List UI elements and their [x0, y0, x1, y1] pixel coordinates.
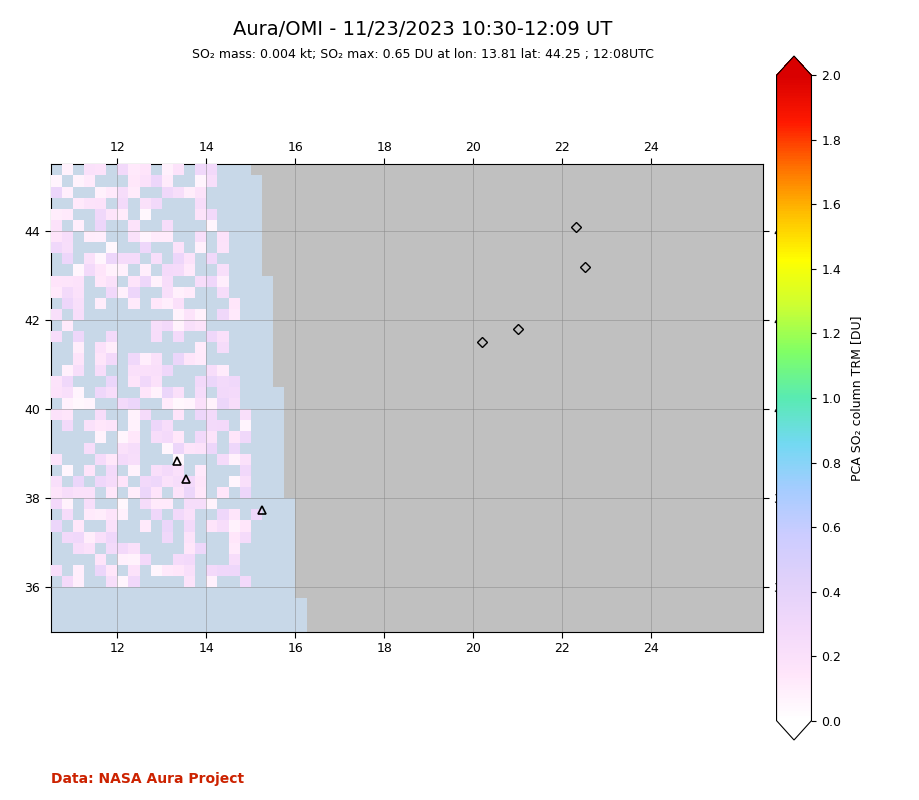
- Text: Data: NASA Aura Project: Data: NASA Aura Project: [51, 771, 244, 786]
- Text: SO₂ mass: 0.004 kt; SO₂ max: 0.65 DU at lon: 13.81 lat: 44.25 ; 12:08UTC: SO₂ mass: 0.004 kt; SO₂ max: 0.65 DU at …: [192, 48, 653, 61]
- PathPatch shape: [777, 56, 811, 75]
- Text: Aura/OMI - 11/23/2023 10:30-12:09 UT: Aura/OMI - 11/23/2023 10:30-12:09 UT: [233, 20, 612, 39]
- Y-axis label: PCA SO₂ column TRM [DU]: PCA SO₂ column TRM [DU]: [849, 315, 863, 481]
- PathPatch shape: [777, 721, 811, 740]
